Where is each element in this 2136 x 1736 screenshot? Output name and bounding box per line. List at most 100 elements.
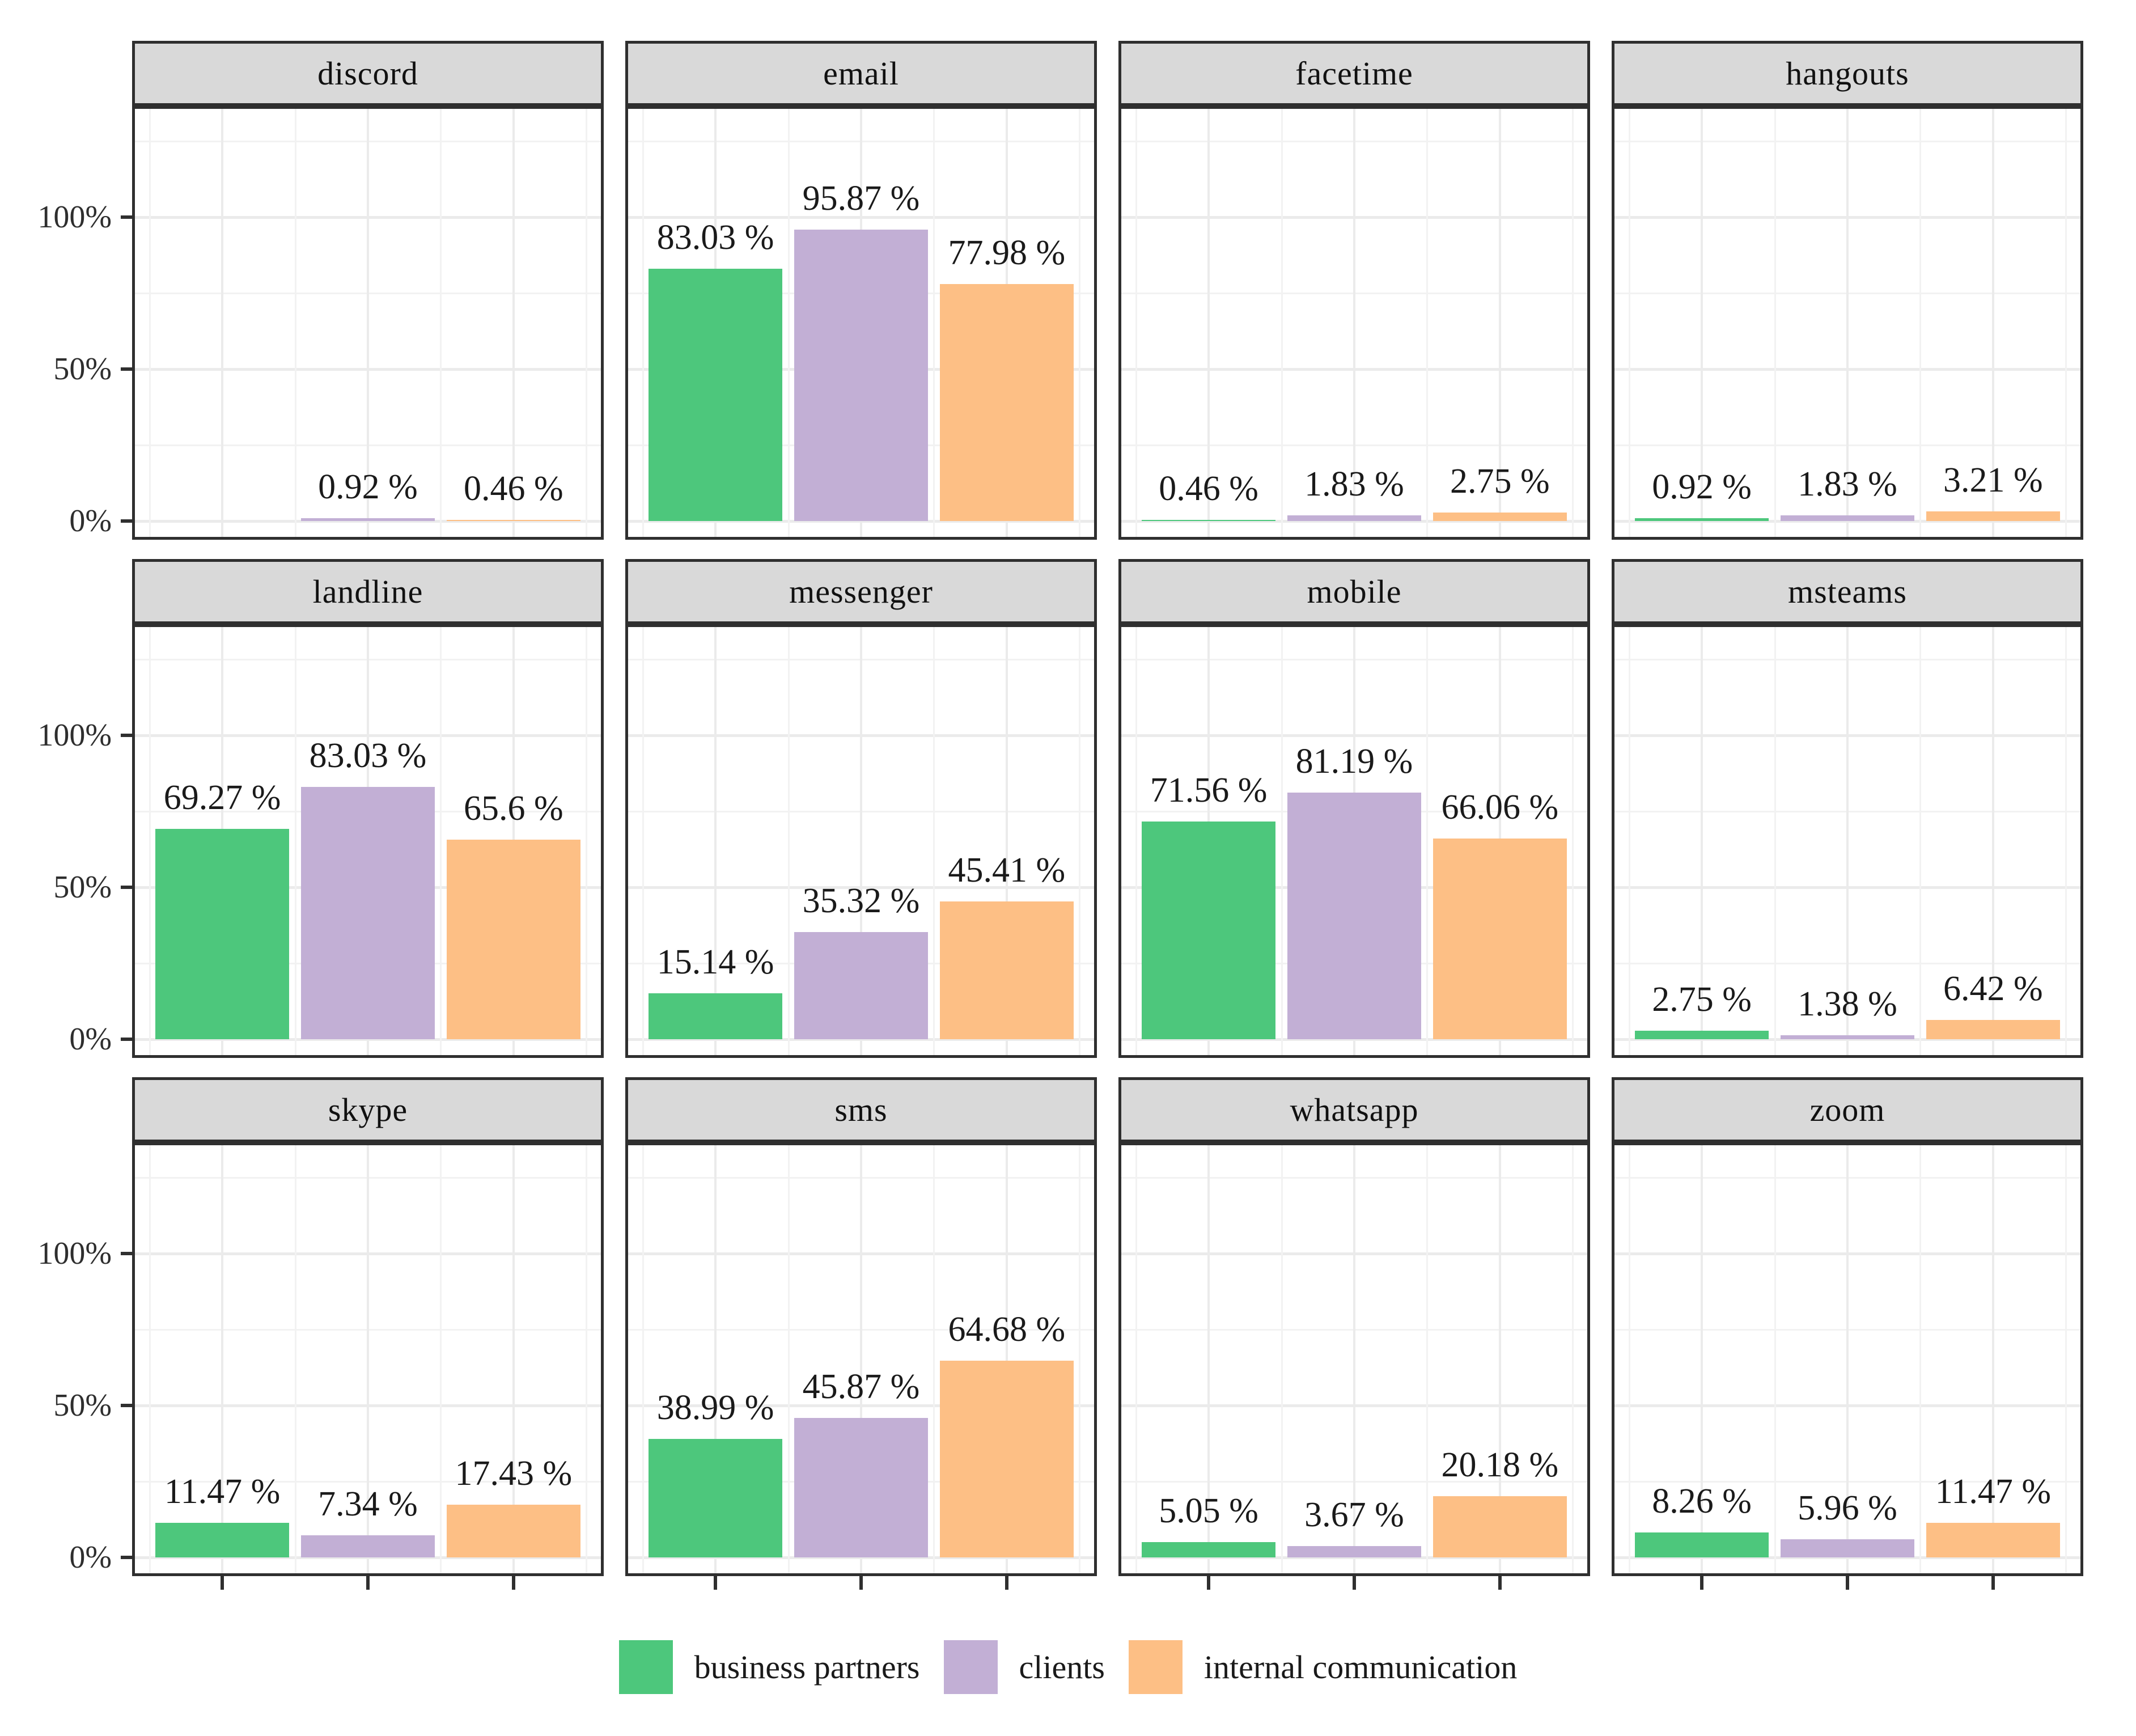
minor-gridline bbox=[1572, 109, 1574, 537]
legend-label: clients bbox=[1019, 1648, 1105, 1686]
bar-clients bbox=[301, 1535, 435, 1557]
y-axis-tick-label: 50% bbox=[53, 352, 112, 387]
minor-gridline bbox=[1919, 627, 1922, 1055]
bar-clients bbox=[794, 931, 928, 1039]
legend: business partners clients internal communi… bbox=[0, 1638, 2136, 1695]
bar-value-label: 7.34 % bbox=[318, 1484, 418, 1523]
y-axis-tick bbox=[121, 215, 133, 219]
legend-item-clients: clients bbox=[943, 1640, 1105, 1694]
minor-gridline bbox=[642, 1145, 644, 1573]
x-axis-tick bbox=[511, 1575, 515, 1590]
legend-item-internal-communication: internal communication bbox=[1128, 1640, 1518, 1694]
minor-gridline bbox=[149, 109, 151, 537]
facet-panel: 8.26 % 5.96 % 11.47 % bbox=[1612, 1142, 2083, 1576]
bar-business-partners bbox=[649, 1439, 783, 1557]
x-axis-tick bbox=[1846, 1575, 1849, 1590]
facet-panel: 71.56 % 81.19 % 66.06 % bbox=[1118, 624, 1590, 1058]
bar-value-label: 8.26 % bbox=[1652, 1481, 1752, 1521]
legend-item-business-partners: business partners bbox=[618, 1640, 920, 1694]
facet-panel: 0.92 % 1.83 % 3.21 % bbox=[1612, 106, 2083, 540]
minor-gridline bbox=[1774, 109, 1776, 537]
y-axis-tick-label: 100% bbox=[37, 1236, 112, 1271]
bar-clients bbox=[301, 518, 435, 521]
x-axis-tick bbox=[859, 1575, 863, 1590]
major-gridline bbox=[714, 1145, 717, 1573]
bar-value-label: 20.18 % bbox=[1441, 1445, 1559, 1484]
bar-internal-communication bbox=[1433, 838, 1567, 1039]
facet-strip: facetime bbox=[1118, 41, 1590, 106]
legend-color-swatch bbox=[1128, 1640, 1183, 1694]
minor-gridline bbox=[1572, 1145, 1574, 1573]
bar-business-partners bbox=[649, 993, 783, 1039]
y-axis-tick bbox=[121, 519, 133, 523]
minor-gridline bbox=[440, 1145, 442, 1573]
bar-value-label: 38.99 % bbox=[656, 1388, 774, 1427]
facet-strip: mobile bbox=[1118, 559, 1590, 624]
minor-gridline bbox=[787, 627, 790, 1055]
facet-title: discord bbox=[317, 55, 418, 92]
bar-business-partners bbox=[1635, 518, 1769, 521]
minor-gridline bbox=[1281, 1145, 1283, 1573]
minor-gridline bbox=[2065, 109, 2067, 537]
minor-gridline bbox=[1572, 627, 1574, 1055]
facet-strip: email bbox=[625, 41, 1097, 106]
bar-value-label: 1.38 % bbox=[1798, 984, 1897, 1023]
bar-value-label: 69.27 % bbox=[163, 778, 281, 817]
minor-gridline bbox=[2065, 1145, 2067, 1573]
bar-business-partners bbox=[1142, 519, 1276, 521]
facet-title: facetime bbox=[1295, 55, 1413, 92]
bar-value-label: 66.06 % bbox=[1441, 787, 1559, 827]
minor-gridline bbox=[1919, 109, 1922, 537]
major-gridline bbox=[1991, 109, 1994, 537]
bar-clients bbox=[794, 1418, 928, 1557]
major-gridline bbox=[512, 1145, 515, 1573]
bar-value-label: 15.14 % bbox=[656, 942, 774, 981]
minor-gridline bbox=[440, 627, 442, 1055]
bar-clients bbox=[1287, 515, 1421, 521]
minor-gridline bbox=[1774, 1145, 1776, 1573]
x-axis-tick bbox=[714, 1575, 718, 1590]
bar-value-label: 1.83 % bbox=[1304, 465, 1404, 504]
facet-title: zoom bbox=[1809, 1091, 1885, 1128]
major-gridline bbox=[1353, 1145, 1355, 1573]
facet-panel: 2.75 % 1.38 % 6.42 % bbox=[1612, 624, 2083, 1058]
minor-gridline bbox=[1135, 627, 1137, 1055]
minor-gridline bbox=[933, 1145, 935, 1573]
minor-gridline bbox=[294, 109, 296, 537]
facet-strip: messenger bbox=[625, 559, 1097, 624]
minor-gridline bbox=[1628, 627, 1630, 1055]
facet-strip: discord bbox=[132, 41, 604, 106]
facet-title: sms bbox=[834, 1091, 888, 1128]
bar-business-partners bbox=[155, 1522, 290, 1557]
minor-gridline bbox=[933, 627, 935, 1055]
facet-title: skype bbox=[328, 1091, 408, 1128]
minor-gridline bbox=[1426, 627, 1429, 1055]
bar-internal-communication bbox=[939, 901, 1074, 1039]
major-gridline bbox=[512, 109, 515, 537]
minor-gridline bbox=[787, 1145, 790, 1573]
facet-strip: skype bbox=[132, 1077, 604, 1142]
bar-value-label: 45.41 % bbox=[948, 850, 1066, 890]
bar-value-label: 1.83 % bbox=[1798, 465, 1897, 504]
x-axis-tick bbox=[1991, 1575, 1995, 1590]
minor-gridline bbox=[1135, 1145, 1137, 1573]
facet-title: email bbox=[823, 55, 899, 92]
major-gridline bbox=[1701, 109, 1703, 537]
minor-gridline bbox=[149, 1145, 151, 1573]
y-axis-tick bbox=[121, 367, 133, 371]
bar-clients bbox=[1781, 1539, 1914, 1557]
facet-panel: 5.05 % 3.67 % 20.18 % bbox=[1118, 1142, 1590, 1576]
bar-clients bbox=[1287, 792, 1421, 1039]
major-gridline bbox=[860, 627, 862, 1055]
bar-value-label: 35.32 % bbox=[802, 881, 920, 920]
major-gridline bbox=[1701, 627, 1703, 1055]
bar-internal-communication bbox=[939, 1361, 1074, 1557]
bar-value-label: 11.47 % bbox=[1935, 1472, 2052, 1511]
major-gridline bbox=[1846, 1145, 1849, 1573]
legend-label: internal communication bbox=[1203, 1648, 1518, 1686]
minor-gridline bbox=[440, 109, 442, 537]
bar-clients bbox=[1287, 1546, 1421, 1557]
minor-gridline bbox=[1079, 1145, 1081, 1573]
x-axis-tick bbox=[221, 1575, 224, 1590]
